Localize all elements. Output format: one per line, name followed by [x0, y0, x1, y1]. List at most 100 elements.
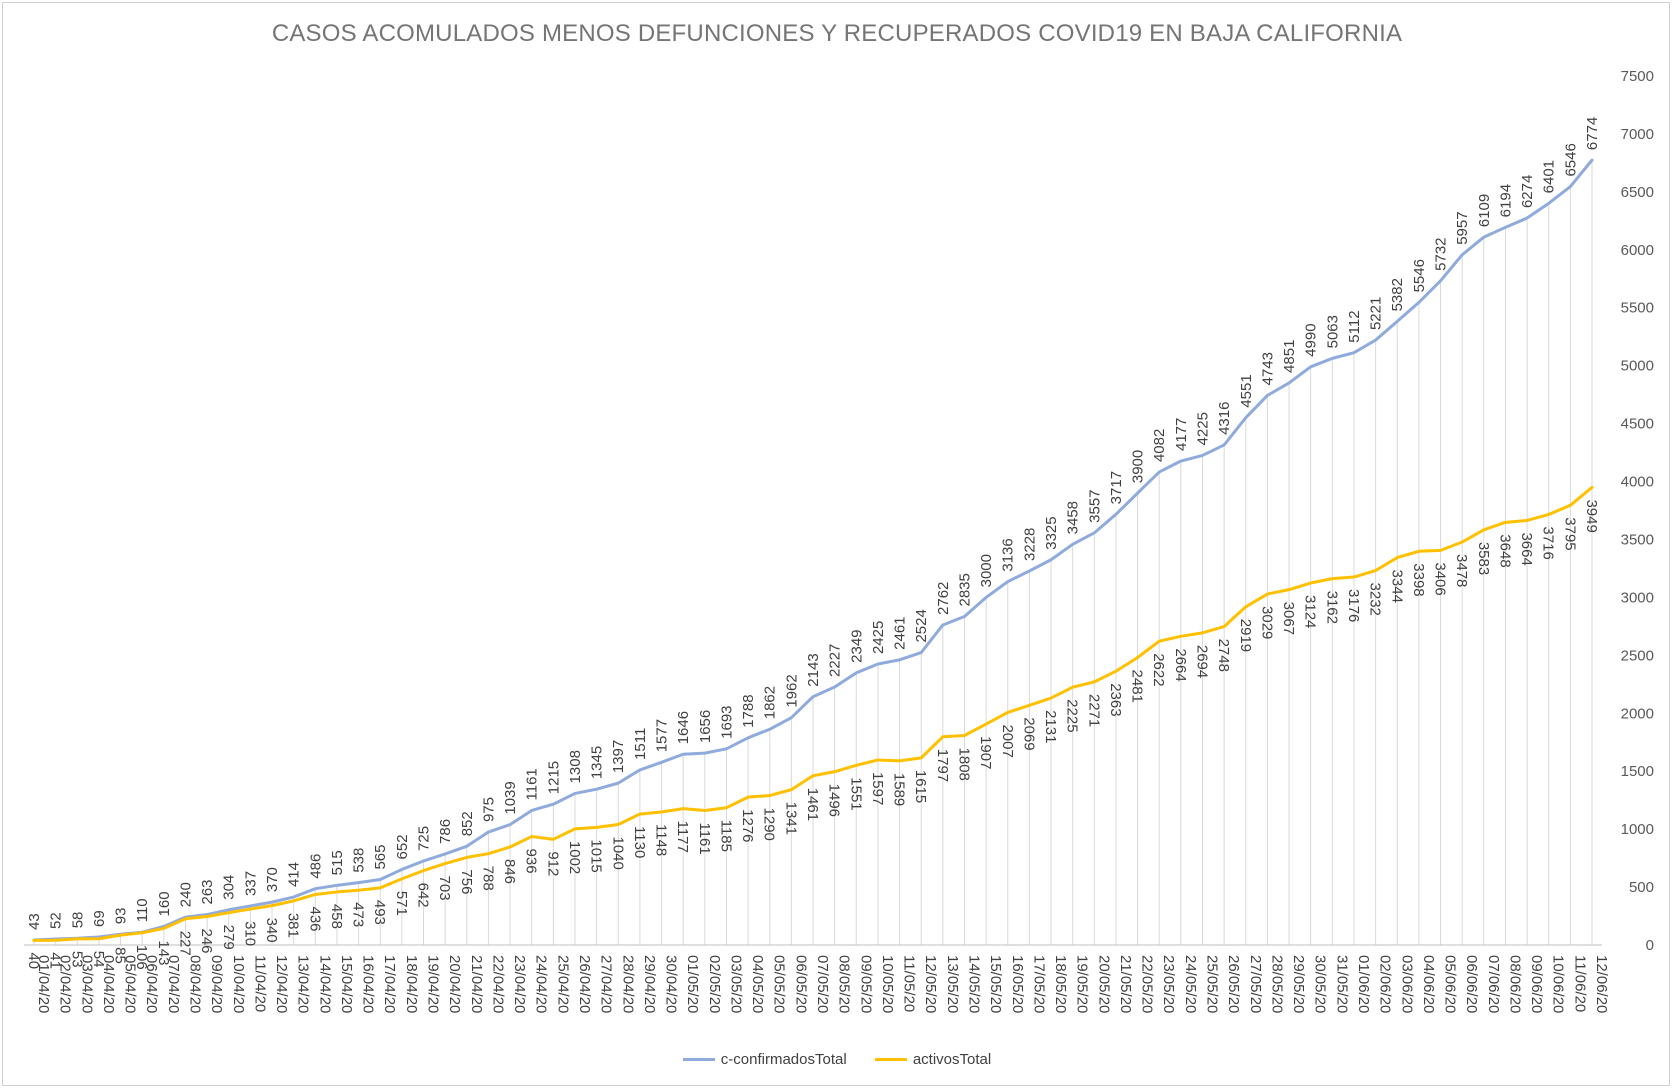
data-label-activos: 436 [306, 906, 323, 931]
x-tick-label: 05/05/20 [771, 955, 788, 1013]
data-label-confirmados: 1693 [718, 705, 735, 738]
x-tick-label: 11/05/20 [901, 955, 918, 1012]
x-tick-label: 15/05/20 [987, 955, 1004, 1013]
x-tick-label: 16/05/20 [1009, 955, 1026, 1013]
x-tick-label: 22/04/20 [489, 955, 506, 1013]
data-label-activos: 1461 [804, 788, 821, 821]
x-tick-label: 13/04/20 [295, 955, 312, 1013]
data-label-confirmados: 6774 [1584, 117, 1601, 150]
data-label-confirmados: 1577 [654, 719, 671, 752]
data-label-confirmados: 2425 [870, 621, 887, 654]
data-label-activos: 3795 [1561, 517, 1578, 550]
x-tick-label: 06/04/20 [143, 955, 160, 1013]
data-label-confirmados: 4177 [1173, 418, 1190, 451]
data-labels: 43 52 58 69 93 110 160 240 263 304 337 370 414 486 515… [25, 117, 1601, 970]
x-tick-label: 10/06/20 [1550, 955, 1567, 1013]
data-label-confirmados: 5546 [1411, 259, 1428, 292]
x-tick-label: 05/06/20 [1442, 955, 1459, 1013]
data-label-activos: 3344 [1388, 570, 1405, 603]
data-label-confirmados: 263 [199, 879, 216, 904]
x-tick-label: 25/05/20 [1204, 955, 1221, 1013]
data-label-confirmados: 240 [177, 882, 194, 907]
data-label-confirmados: 1397 [610, 740, 627, 773]
data-label-confirmados: 337 [242, 871, 259, 896]
legend-swatch-activos [874, 1058, 907, 1061]
x-tick-label: 23/05/20 [1160, 955, 1177, 1013]
x-tick-label: 01/04/20 [35, 955, 52, 1013]
data-label-confirmados: 414 [286, 862, 303, 887]
data-label-activos: 1185 [717, 820, 734, 852]
y-tick-label: 7000 [1621, 126, 1654, 143]
data-label-confirmados: 5112 [1346, 310, 1363, 342]
data-label-confirmados: 565 [372, 845, 389, 870]
data-label-confirmados: 69 [91, 910, 108, 927]
data-label-confirmados: 4743 [1259, 352, 1276, 385]
data-label-confirmados: 110 [134, 898, 151, 922]
legend: c-confirmadosTotal activosTotal [0, 1048, 1674, 1068]
data-label-confirmados: 5221 [1368, 297, 1385, 330]
x-tick-label: 14/05/20 [965, 955, 982, 1013]
chart-title: CASOS ACOMULADOS MENOS DEFUNCIONES Y REC… [271, 20, 1403, 47]
data-label-confirmados: 515 [329, 850, 346, 875]
data-label-activos: 279 [220, 925, 237, 950]
data-label-confirmados: 43 [26, 913, 43, 930]
x-tick-label: 26/04/20 [576, 955, 593, 1013]
y-tick-label: 4000 [1621, 474, 1654, 491]
x-tick-label: 09/05/20 [857, 955, 874, 1013]
x-tick-label: 04/04/20 [100, 955, 117, 1013]
x-tick-label: 24/05/20 [1182, 955, 1199, 1013]
data-label-activos: 2748 [1215, 639, 1232, 672]
series-line-confirmados [32, 158, 1594, 942]
data-label-confirmados: 1788 [740, 694, 757, 727]
data-label-confirmados: 4082 [1151, 429, 1168, 462]
x-tick-label: 21/05/20 [1117, 955, 1134, 1013]
data-label-confirmados: 2835 [956, 573, 973, 606]
data-label-confirmados: 538 [351, 848, 368, 873]
x-tick-label: 18/04/20 [403, 955, 420, 1013]
x-tick-label: 29/05/20 [1290, 955, 1307, 1013]
data-label-activos: 3583 [1475, 542, 1492, 575]
x-tick-label: 04/05/20 [749, 955, 766, 1013]
data-label-activos: 2919 [1237, 619, 1254, 652]
x-tick-label: 01/06/20 [1355, 955, 1372, 1013]
x-tick-label: 06/06/20 [1463, 955, 1480, 1013]
x-tick-label: 05/04/20 [122, 955, 139, 1013]
x-tick-label: 23/04/20 [511, 955, 528, 1013]
data-label-activos: 1276 [739, 809, 756, 842]
data-label-confirmados: 786 [437, 819, 454, 844]
data-label-activos: 493 [371, 900, 388, 925]
legend-item-activos: activosTotal [874, 1051, 991, 1068]
data-label-confirmados: 2349 [848, 629, 865, 662]
data-label-confirmados: 6194 [1497, 184, 1514, 217]
y-tick-label: 6500 [1621, 184, 1654, 201]
data-label-confirmados: 1646 [675, 711, 692, 744]
x-tick-label: 28/05/20 [1268, 955, 1285, 1013]
data-label-confirmados: 5063 [1324, 315, 1341, 348]
data-label-confirmados: 4225 [1195, 412, 1212, 445]
x-tick-label: 07/04/20 [165, 955, 182, 1013]
data-label-confirmados: 1511 [632, 728, 649, 760]
x-tick-label: 19/04/20 [425, 955, 442, 1013]
data-label-confirmados: 2524 [913, 609, 930, 642]
data-label-confirmados: 4851 [1281, 340, 1298, 373]
data-label-activos: 1808 [955, 748, 972, 781]
data-label-activos: 2622 [1150, 653, 1167, 686]
data-label-activos: 756 [458, 869, 475, 894]
x-tick-label: 18/05/20 [1052, 955, 1069, 1013]
x-tick-label: 30/04/20 [663, 955, 680, 1013]
data-label-activos: 340 [263, 918, 280, 943]
data-label-confirmados: 52 [48, 912, 65, 929]
data-label-confirmados: 6546 [1562, 143, 1579, 176]
x-tick-label: 22/05/20 [1139, 955, 1156, 1013]
data-label-activos: 3029 [1258, 606, 1275, 639]
data-label-activos: 473 [350, 902, 367, 927]
data-label-confirmados: 160 [156, 891, 173, 916]
data-label-activos: 1040 [609, 836, 626, 869]
data-label-activos: 3176 [1345, 589, 1362, 622]
data-label-confirmados: 725 [416, 826, 433, 851]
data-label-activos: 1002 [566, 841, 583, 874]
data-label-activos: 2225 [1064, 699, 1081, 732]
data-label-activos: 2131 [1042, 710, 1059, 743]
data-label-activos: 1496 [826, 784, 843, 817]
